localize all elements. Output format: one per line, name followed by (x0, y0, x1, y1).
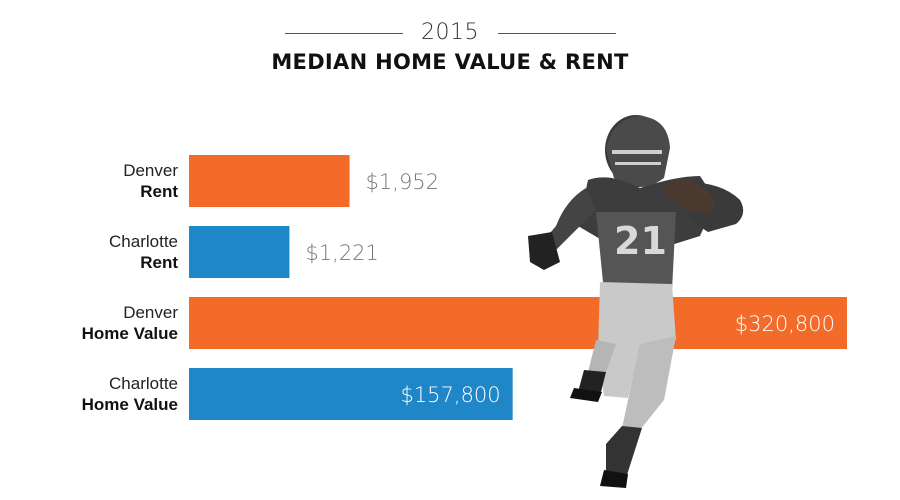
bars-layer: Denver Rent $1,952 Charlotte Rent $1,221 Denve… (82, 155, 847, 420)
category-city-charlotte-home-value: Charlotte (109, 374, 178, 393)
bar-denver-rent (189, 155, 350, 207)
bar-charlotte-rent (189, 226, 290, 278)
chart-title: MEDIAN HOME VALUE & RENT (271, 50, 629, 74)
value-label-charlotte-home-value: $157,800 (400, 383, 500, 407)
value-label-denver-home-value: $320,800 (735, 312, 835, 336)
category-city-charlotte-rent: Charlotte (109, 232, 178, 251)
chart-subtitle: 2015 (421, 20, 479, 45)
value-label-denver-rent: $1,952 (366, 170, 439, 194)
value-label-charlotte-rent: $1,221 (305, 241, 378, 265)
category-measure-denver-home-value: Home Value (82, 324, 178, 343)
category-measure-charlotte-home-value: Home Value (82, 395, 178, 414)
bar-charlotte-home-value (189, 368, 513, 420)
jersey-number: 21 (614, 219, 667, 263)
subtitle-rule-right (498, 33, 616, 34)
subtitle-rule-left (285, 33, 403, 34)
category-measure-charlotte-rent: Rent (140, 253, 178, 272)
category-city-denver-home-value: Denver (123, 303, 178, 322)
category-city-denver-rent: Denver (123, 161, 178, 180)
chart-subtitle-row: 2015 (0, 20, 900, 48)
category-measure-denver-rent: Rent (140, 182, 178, 201)
bar-denver-home-value (189, 297, 847, 349)
